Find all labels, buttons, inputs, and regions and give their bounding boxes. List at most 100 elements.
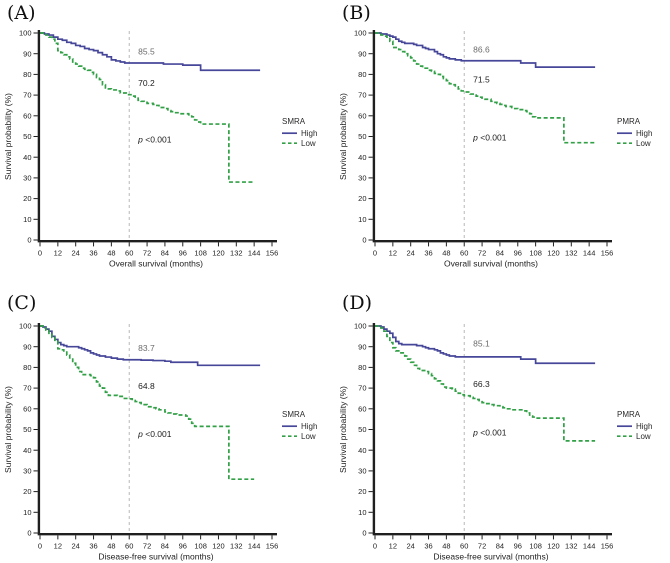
legend-title: SMRA bbox=[282, 117, 306, 126]
y-tick-label: 100 bbox=[354, 322, 367, 331]
series-high-line bbox=[375, 325, 596, 365]
y-tick-label: 80 bbox=[358, 363, 366, 372]
x-axis-title: Overall survival (months) bbox=[444, 259, 538, 269]
y-tick-label: 90 bbox=[358, 49, 366, 58]
x-tick-label: 0 bbox=[373, 249, 377, 258]
x-tick-label: 108 bbox=[529, 542, 542, 551]
km-plot-c: 0 10 20 30 40 50 60 70 80 90 100 0 12 24 36 48 60 72 84 96 1… bbox=[3, 322, 317, 562]
y-axis-title: Survival probability (%) bbox=[338, 93, 348, 180]
km-plot-a: 0 10 20 30 40 50 60 70 80 90 100 0 12 24 36 48 60 72 84 96 1… bbox=[3, 29, 317, 269]
x-tick-label: 144 bbox=[248, 542, 261, 551]
x-tick-label: 84 bbox=[496, 249, 504, 258]
x-tick-label: 96 bbox=[179, 542, 187, 551]
series-low-line bbox=[40, 32, 255, 183]
x-tick-label: 60 bbox=[125, 542, 133, 551]
x-tick-label: 84 bbox=[161, 542, 169, 551]
y-tick-label: 60 bbox=[358, 111, 366, 120]
y-axis-title: Survival probability (%) bbox=[3, 93, 13, 180]
x-axis-title: Disease-free survival (months) bbox=[433, 552, 548, 562]
annotation-p-value: p <0.001 bbox=[137, 429, 172, 439]
x-tick-label: 60 bbox=[460, 542, 468, 551]
km-plot-b: 0 10 20 30 40 50 60 70 80 90 100 0 12 24 36 48 60 72 84 96 1… bbox=[338, 29, 652, 269]
y-tick-label: 50 bbox=[358, 132, 366, 141]
y-axis-title: Survival probability (%) bbox=[338, 386, 348, 473]
y-tick-label: 90 bbox=[23, 342, 31, 351]
panel-label-a: (A) bbox=[7, 2, 36, 24]
x-tick-label: 48 bbox=[107, 249, 115, 258]
panel-label-c: (C) bbox=[7, 292, 37, 314]
x-tick-label: 12 bbox=[54, 249, 62, 258]
x-tick-label: 96 bbox=[514, 542, 522, 551]
x-tick-label: 144 bbox=[248, 249, 261, 258]
annotation-high-value: 85.1 bbox=[473, 339, 490, 349]
x-tick-label: 108 bbox=[529, 249, 542, 258]
y-tick-label: 70 bbox=[23, 91, 31, 100]
legend-high-label: High bbox=[636, 129, 652, 138]
x-tick-label: 36 bbox=[89, 249, 97, 258]
x-tick-label: 60 bbox=[125, 249, 133, 258]
x-tick-label: 12 bbox=[54, 542, 62, 551]
y-tick-label: 70 bbox=[358, 91, 366, 100]
x-tick-label: 120 bbox=[547, 542, 560, 551]
annotation-low-value: 66.3 bbox=[473, 379, 490, 389]
y-tick-label: 0 bbox=[27, 529, 31, 538]
annotation-high-value: 86.6 bbox=[473, 45, 490, 55]
annotation-low-value: 64.8 bbox=[138, 381, 155, 391]
legend-high-label: High bbox=[301, 422, 317, 431]
legend-high-label: High bbox=[636, 422, 652, 431]
km-plot-d: 0 10 20 30 40 50 60 70 80 90 100 0 12 24 36 48 60 72 84 96 1… bbox=[338, 322, 652, 562]
x-tick-label: 48 bbox=[442, 249, 450, 258]
legend-title: PMRA bbox=[617, 117, 641, 126]
series-high-line bbox=[40, 32, 261, 72]
x-axis-title: Disease-free survival (months) bbox=[98, 552, 213, 562]
x-tick-label: 72 bbox=[478, 249, 486, 258]
series-low-line bbox=[375, 325, 596, 442]
y-tick-label: 100 bbox=[354, 29, 367, 38]
x-tick-label: 156 bbox=[601, 249, 614, 258]
x-tick-label: 0 bbox=[373, 542, 377, 551]
y-tick-label: 100 bbox=[19, 29, 32, 38]
y-tick-label: 20 bbox=[358, 194, 366, 203]
y-tick-label: 30 bbox=[358, 174, 366, 183]
y-tick-label: 20 bbox=[23, 487, 31, 496]
y-tick-label: 10 bbox=[358, 215, 366, 224]
legend-title: PMRA bbox=[617, 410, 641, 419]
km-panel-b: (B) 0 10 20 30 40 50 60 70 80 90 100 0 12 24 36 48 60 72 8… bbox=[335, 0, 670, 281]
x-tick-label: 72 bbox=[143, 542, 151, 551]
x-tick-label: 96 bbox=[179, 249, 187, 258]
y-tick-label: 20 bbox=[358, 487, 366, 496]
x-tick-label: 144 bbox=[583, 249, 596, 258]
x-tick-label: 24 bbox=[407, 542, 415, 551]
x-tick-label: 0 bbox=[38, 249, 42, 258]
x-tick-label: 72 bbox=[478, 542, 486, 551]
legend-low-label: Low bbox=[636, 139, 651, 148]
y-tick-label: 50 bbox=[23, 132, 31, 141]
panel-label-d: (D) bbox=[342, 292, 373, 314]
y-tick-label: 60 bbox=[23, 111, 31, 120]
panel-label-b: (B) bbox=[342, 2, 371, 24]
x-tick-label: 132 bbox=[565, 249, 578, 258]
annotation-high-value: 83.7 bbox=[138, 343, 155, 353]
y-tick-label: 100 bbox=[19, 322, 32, 331]
x-tick-label: 72 bbox=[143, 249, 151, 258]
y-tick-label: 60 bbox=[358, 404, 366, 413]
x-tick-label: 84 bbox=[496, 542, 504, 551]
x-tick-label: 132 bbox=[565, 542, 578, 551]
legend-low-label: Low bbox=[636, 432, 651, 441]
legend-low-label: Low bbox=[301, 432, 316, 441]
y-tick-label: 40 bbox=[23, 446, 31, 455]
annotation-low-value: 71.5 bbox=[473, 75, 490, 85]
annotation-high-value: 85.5 bbox=[138, 47, 155, 57]
series-high-line bbox=[40, 325, 261, 367]
x-tick-label: 120 bbox=[212, 249, 225, 258]
x-tick-label: 156 bbox=[266, 542, 279, 551]
y-tick-label: 50 bbox=[358, 425, 366, 434]
y-tick-label: 30 bbox=[23, 174, 31, 183]
y-tick-label: 90 bbox=[358, 342, 366, 351]
y-tick-label: 30 bbox=[23, 467, 31, 476]
annotation-low-value: 70.2 bbox=[138, 78, 155, 88]
series-high-line bbox=[375, 32, 596, 69]
y-tick-label: 0 bbox=[27, 236, 31, 245]
y-tick-label: 10 bbox=[23, 215, 31, 224]
x-tick-label: 24 bbox=[72, 249, 80, 258]
